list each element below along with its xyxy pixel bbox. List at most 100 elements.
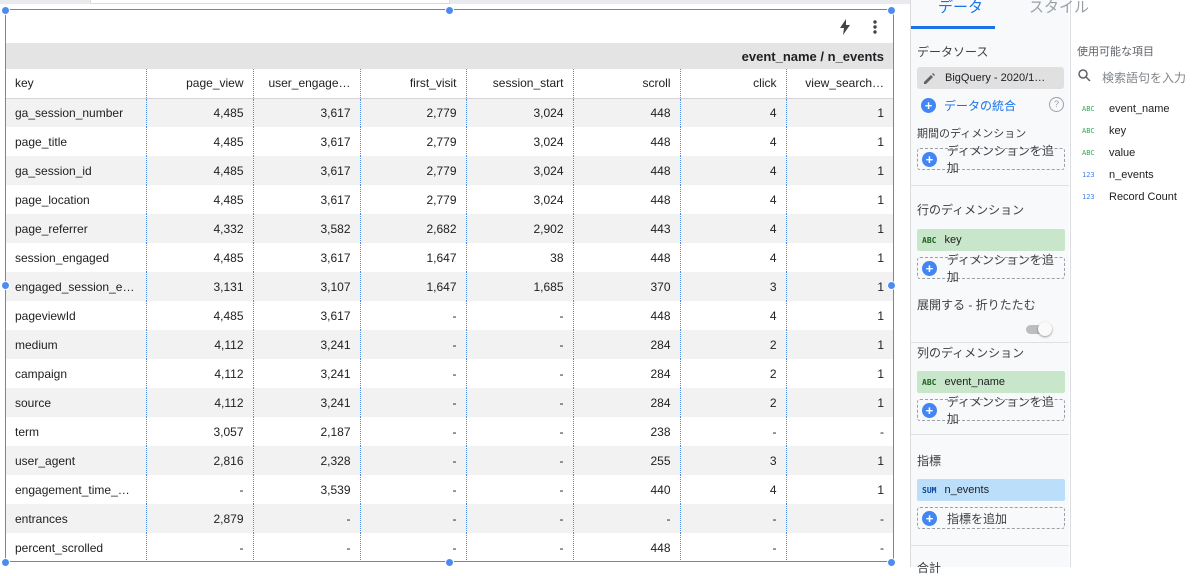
metric-cell: 1 bbox=[786, 272, 893, 301]
tab-style[interactable]: スタイル bbox=[1029, 0, 1090, 16]
metric-cell: 3 bbox=[680, 272, 787, 301]
add-metric-button[interactable]: + 指標を追加 bbox=[917, 507, 1065, 529]
metric-cell: 3,057 bbox=[146, 417, 254, 446]
table-row: session_engaged 4,485 3,617 1,647 38 448 4 1 bbox=[6, 243, 893, 272]
column-header-metric[interactable]: click bbox=[680, 69, 787, 99]
pencil-icon[interactable] bbox=[923, 72, 936, 85]
available-fields-title: 使用可能な項目 bbox=[1077, 46, 1154, 58]
table-row: entrances 2,879- - - - - - bbox=[6, 504, 893, 533]
field-label: n_events bbox=[1109, 169, 1154, 181]
metric-cell: 3,617 bbox=[253, 127, 361, 156]
metric-cell: - bbox=[466, 475, 574, 504]
column-header-metric[interactable]: first_visit bbox=[360, 69, 467, 99]
column-header-metric[interactable]: user_engage… bbox=[253, 69, 361, 99]
resize-handle-bottom-left[interactable] bbox=[1, 558, 10, 567]
table-row: page_referrer 4,332 3,582 2,682 2,902 443 4 1 bbox=[6, 214, 893, 243]
canvas-top-notch bbox=[90, 0, 450, 4]
metric-cell: 2,779 bbox=[360, 185, 467, 214]
data-panel bbox=[911, 0, 1069, 567]
metric-cell: 3,107 bbox=[253, 272, 361, 301]
table-row: percent_scrolled - - - -448- - bbox=[6, 533, 893, 561]
metric-cell: 3,582 bbox=[253, 214, 361, 243]
metric-cell: 3,617 bbox=[253, 156, 361, 185]
lightning-icon[interactable] bbox=[837, 18, 853, 36]
add-column-dimension-button[interactable]: + ディメンションを追加 bbox=[917, 395, 1065, 426]
pivot-table-chart[interactable]: event_name / n_events key page_view user_e… bbox=[5, 9, 894, 562]
metric-cell: 2 bbox=[680, 359, 787, 388]
metric-cell: 2,816 bbox=[146, 446, 254, 475]
metric-cell: 2,879 bbox=[146, 504, 254, 533]
help-icon[interactable]: ? bbox=[1049, 97, 1064, 112]
table-row: engaged_session_ev… 3,131 3,107 1,647 1,685 3… bbox=[6, 272, 893, 301]
table-row: campaign 4,112 3,241- -284 2 1 bbox=[6, 359, 893, 388]
plus-circle-icon: + bbox=[922, 260, 937, 276]
field-item[interactable]: ABC event_name bbox=[1082, 101, 1170, 117]
field-search-input[interactable]: 検索語句を入力 bbox=[1078, 66, 1198, 88]
metric-cell: 4 bbox=[680, 214, 787, 243]
metric-cell: 3,241 bbox=[253, 330, 361, 359]
metric-cell: 1 bbox=[786, 446, 893, 475]
metric-cell: 284 bbox=[573, 388, 681, 417]
canvas-top-strip bbox=[0, 0, 910, 4]
metric-cell: 1 bbox=[877, 308, 884, 323]
metric-cell: - bbox=[253, 533, 361, 561]
metric-cell: 2 bbox=[680, 330, 787, 359]
column-dimension-label: event_name bbox=[944, 376, 1005, 388]
field-item[interactable]: 123 n_events bbox=[1082, 167, 1154, 183]
metric-chip[interactable]: SUM n_events bbox=[917, 479, 1065, 501]
metric-cell: 2,779 bbox=[360, 98, 467, 127]
expand-collapse-toggle[interactable] bbox=[1026, 322, 1052, 336]
plus-circle-icon: + bbox=[922, 402, 937, 418]
field-item[interactable]: 123 Record Count bbox=[1082, 189, 1177, 205]
metric-cell: 2,682 bbox=[360, 214, 467, 243]
number-type-icon: 123 bbox=[1082, 193, 1095, 201]
metric-cell: 443 bbox=[573, 214, 681, 243]
resize-handle-bottom[interactable] bbox=[445, 558, 454, 567]
column-header-metric[interactable]: view_search… bbox=[786, 69, 893, 99]
metric-cell: 1 bbox=[877, 134, 884, 149]
metric-cell: 4,485 bbox=[146, 243, 254, 272]
tab-data[interactable]: データ bbox=[938, 0, 984, 16]
blend-data-link[interactable]: + データの統合 bbox=[921, 97, 1016, 114]
more-vert-icon[interactable] bbox=[867, 18, 883, 36]
metric-cell: 3,024 bbox=[466, 98, 574, 127]
metric-cell: 2,902 bbox=[466, 214, 574, 243]
resize-handle-top-right[interactable] bbox=[887, 6, 896, 15]
data-source-chip[interactable]: BigQuery - 2020/1… bbox=[917, 67, 1064, 89]
metric-cell: - bbox=[253, 504, 361, 533]
add-date-dimension-button[interactable]: + ディメンションを追加 bbox=[917, 144, 1065, 175]
metric-cell: - bbox=[466, 417, 574, 446]
row-dimension-chip[interactable]: ABC key bbox=[917, 229, 1065, 251]
metric-cell: 448 bbox=[573, 243, 681, 272]
add-row-dimension-button[interactable]: + ディメンションを追加 bbox=[917, 253, 1065, 284]
row-key-cell: term bbox=[6, 417, 147, 446]
column-header-key[interactable]: key bbox=[6, 69, 147, 99]
available-fields-panel bbox=[1070, 0, 1198, 567]
column-header-metric[interactable]: scroll bbox=[573, 69, 681, 99]
metric-cell: 1 bbox=[877, 250, 884, 265]
resize-handle-bottom-right[interactable] bbox=[887, 558, 896, 567]
column-dimension-chip[interactable]: ABC event_name bbox=[917, 371, 1065, 393]
add-dimension-label: ディメンションを追加 bbox=[946, 253, 1054, 284]
resize-handle-top-left[interactable] bbox=[1, 6, 10, 15]
metric-cell: 1 bbox=[786, 388, 893, 417]
metric-cell: 2,328 bbox=[253, 446, 361, 475]
column-header-metric[interactable]: session_start bbox=[466, 69, 574, 99]
totals-title: 合計 bbox=[917, 561, 942, 575]
chart-toolbar bbox=[837, 18, 883, 36]
table-row: page_location 4,485 3,617 2,779 3,024 448 4 1 bbox=[6, 185, 893, 214]
table-row: ga_session_id 4,485 3,617 2,779 3,024 448 4 1 bbox=[6, 156, 893, 185]
resize-handle-top[interactable] bbox=[445, 6, 454, 15]
field-item[interactable]: ABC key bbox=[1082, 123, 1126, 139]
column-header-metric[interactable]: page_view bbox=[146, 69, 254, 99]
metric-cell: 4 bbox=[680, 127, 787, 156]
section-divider bbox=[911, 434, 1069, 435]
resize-handle-left[interactable] bbox=[1, 281, 10, 290]
row-dimension-label: key bbox=[944, 234, 962, 246]
metric-cell: 440 bbox=[573, 475, 681, 504]
metric-cell: 4,112 bbox=[146, 388, 254, 417]
row-dimension-title: 行のディメンション bbox=[917, 203, 1025, 217]
metric-cell: 3,617 bbox=[253, 301, 361, 330]
field-item[interactable]: ABC value bbox=[1082, 145, 1135, 161]
resize-handle-right[interactable] bbox=[887, 281, 896, 290]
